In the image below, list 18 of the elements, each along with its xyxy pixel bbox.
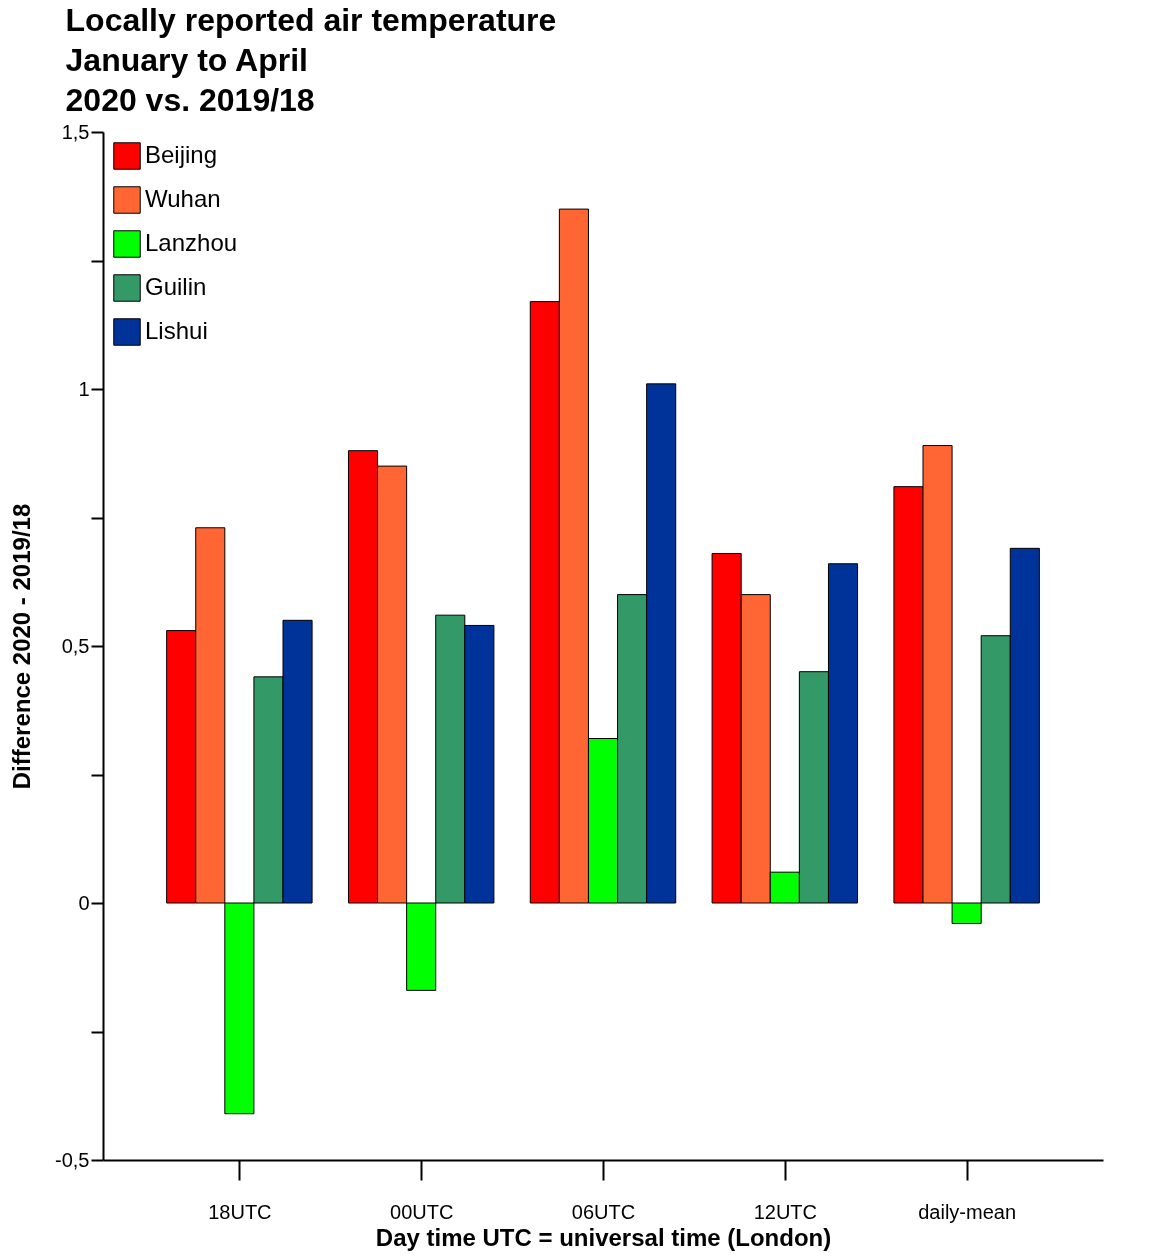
chart-title: Locally reported air temperature January to April 2020 vs. 2019/18 [65, 2, 557, 118]
legend-label: Wuhan [145, 185, 221, 212]
x-tick-label: daily-mean [918, 1200, 1017, 1223]
y-tick-label: -0,5 [55, 1148, 90, 1171]
legend-label: Lanzhou [145, 229, 238, 256]
legend-label: Guilin [145, 273, 207, 300]
legend-label: Lishui [145, 317, 208, 344]
y-tick-label: 0 [78, 891, 90, 914]
x-tick-label: 18UTC [208, 1200, 272, 1223]
x-tick-label: 12UTC [753, 1200, 817, 1223]
y-tick-label: 0,5 [61, 634, 90, 657]
y-tick-label: 1 [78, 377, 90, 400]
legend-label: Beijing [145, 141, 218, 168]
x-tick-label: 06UTC [571, 1200, 636, 1223]
x-axis-title: Day time UTC = universal time (London) [375, 1223, 832, 1251]
x-tick-label: 00UTC [390, 1200, 454, 1223]
y-tick-label: 1,5 [61, 120, 90, 143]
y-axis-title: Difference 2020 - 2019/18 [8, 503, 36, 790]
